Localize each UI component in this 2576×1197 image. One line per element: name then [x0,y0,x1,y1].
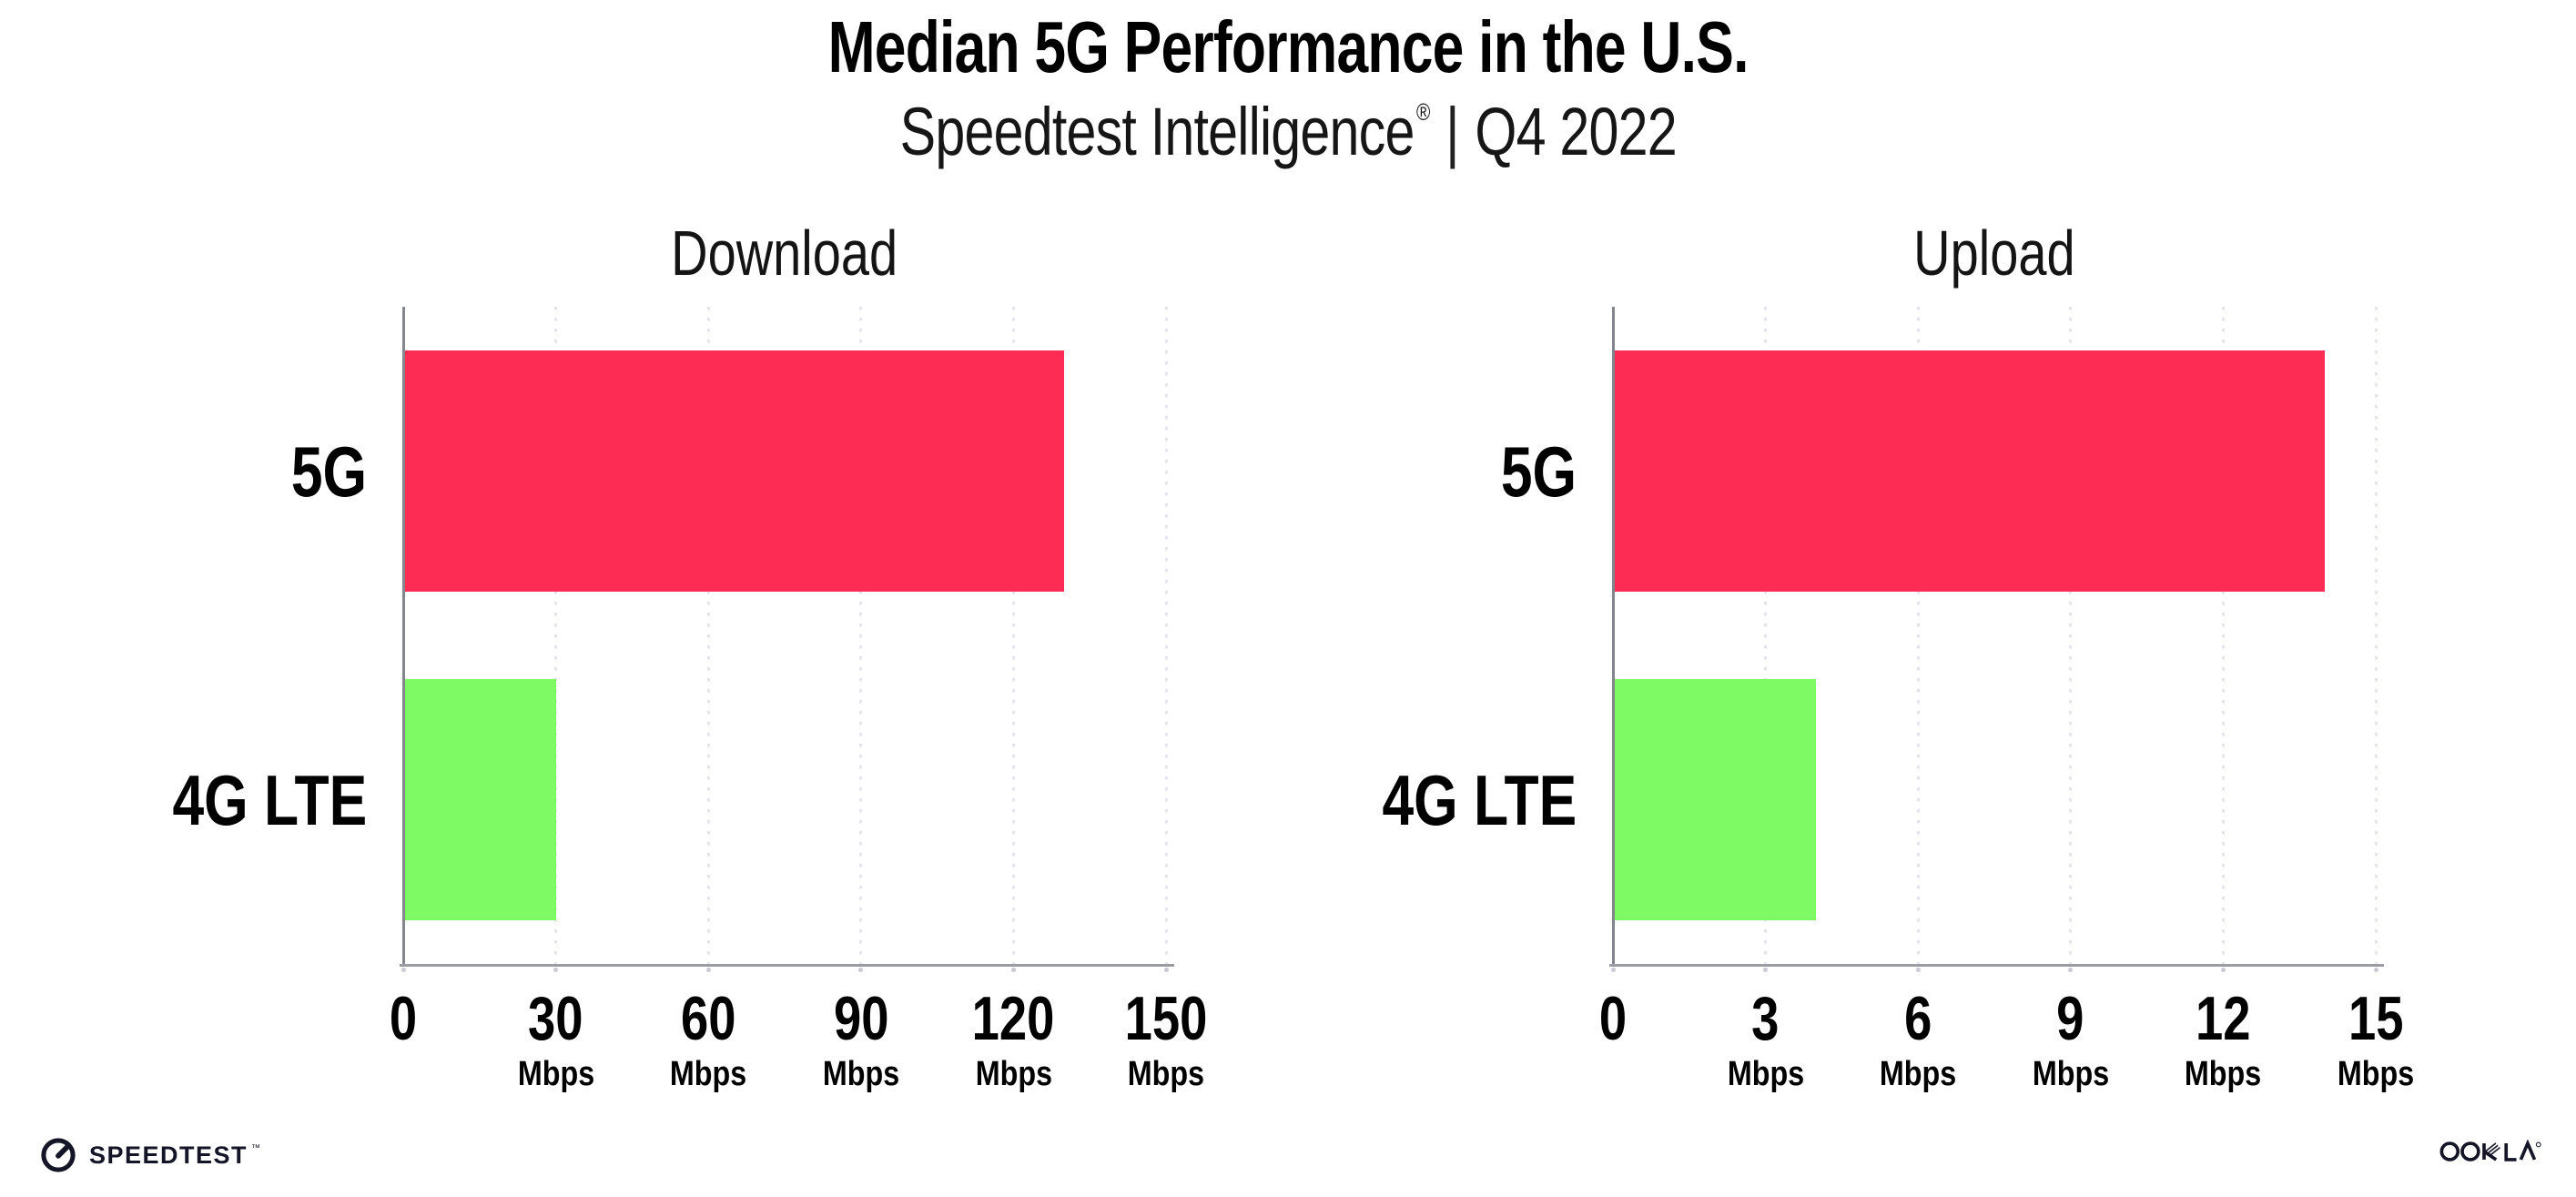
category-label-5g: 5G [1500,431,1577,512]
x-tick-label: 120 Mbps [972,984,1055,1093]
speedtest-gauge-icon [41,1138,76,1172]
subplot-title: Download [671,218,898,289]
axis-tick-mark [401,968,406,972]
x-tick-label: 6 Mbps [1880,984,1957,1093]
gridline [2374,307,2378,966]
gridline [2069,307,2073,966]
ookla-logo [2439,1140,2541,1163]
trademark-mark: ™ [251,1142,261,1153]
speedtest-logo: SPEEDTEST ™ [38,1134,260,1176]
x-axis [400,964,1174,967]
gridline [1916,307,1920,966]
page-title: Median 5G Performance in the U.S. [0,7,2576,87]
page-subtitle: Speedtest Intelligence® | Q4 2022 [0,93,2576,170]
subtitle-brand: Speedtest Intelligence [899,94,1415,169]
gridline [1011,307,1015,966]
y-axis [1612,307,1615,964]
x-tick-label: 0 [1598,984,1628,1053]
x-tick-label: 12 Mbps [2185,984,2262,1093]
x-tick-label: 150 Mbps [1124,984,1208,1093]
category-label-4g-lte: 4G LTE [172,759,367,840]
axis-tick-mark [858,968,864,972]
bar-5g-download [403,350,1065,592]
axis-tick-mark [705,968,711,972]
bar-4g-lte-download [403,679,556,920]
subplot-title: Upload [1913,218,2075,289]
download-chart: Download 0 30 Mbps 60 Mbps 90 Mbps 120 Mbps 150 Mbp… [172,221,1207,1091]
axis-tick-mark [1610,968,1616,972]
y-axis [402,307,405,964]
ookla-wordmark-icon [2439,1140,2541,1161]
upload-chart: Upload 0 3 Mbps 6 Mbps 9 Mbps 12 Mbps 15 Mbps 5G 4G L… [1382,221,2414,1091]
x-tick-label: 3 Mbps [1727,984,1804,1093]
x-tick-label: 30 Mbps [517,984,594,1093]
x-tick-label: 90 Mbps [822,984,899,1093]
speedtest-wordmark: SPEEDTEST [89,1141,248,1169]
x-tick-label: 9 Mbps [2032,984,2109,1093]
bar-4g-lte-upload [1613,679,1817,920]
gridline [706,307,710,966]
bar-5g-upload [1613,350,2326,592]
axis-tick-mark [2373,968,2378,972]
x-tick-label: 60 Mbps [670,984,747,1093]
gridline [2221,307,2225,966]
subtitle-period: Q4 2022 [1475,94,1677,169]
axis-tick-mark [2068,968,2074,972]
category-label-4g-lte: 4G LTE [1382,759,1577,840]
registered-mark: ® [1415,98,1430,126]
gridline [1764,307,1768,966]
x-axis [1609,964,2384,967]
category-label-5g: 5G [290,431,367,512]
x-tick-label: 15 Mbps [2337,984,2415,1093]
axis-tick-mark [1163,968,1169,972]
x-tick-label: 0 [389,984,418,1053]
subtitle-separator: | [1445,94,1459,169]
axis-tick-mark [1763,968,1769,972]
gridline [554,307,558,966]
axis-tick-mark [1915,968,1921,972]
axis-tick-mark [1010,968,1016,972]
axis-tick-mark [2220,968,2226,972]
gridline [859,307,863,966]
page-title-text: Median 5G Performance in the U.S. [827,6,1749,87]
axis-tick-mark [553,968,559,972]
gridline [1164,307,1168,966]
